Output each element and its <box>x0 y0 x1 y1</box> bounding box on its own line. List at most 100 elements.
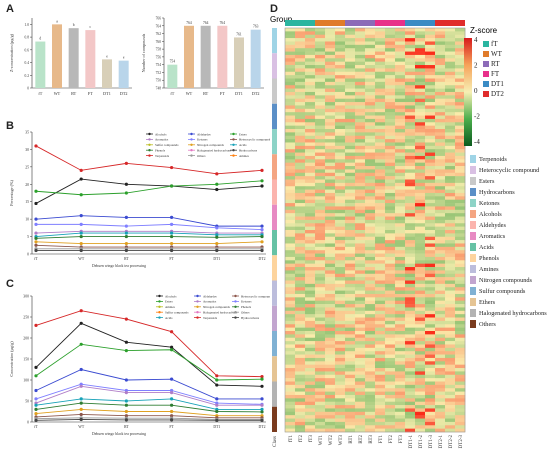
heatmap-cell <box>305 213 316 217</box>
heatmap-cell <box>455 388 466 392</box>
class-legend-swatch <box>470 265 476 273</box>
data-point <box>124 215 128 219</box>
class-legend-swatch <box>470 254 476 262</box>
heatmap-cell <box>295 88 306 93</box>
heatmap-cell <box>385 182 396 187</box>
heatmap-cell <box>295 38 306 42</box>
heatmap-cell <box>325 105 336 110</box>
heatmap-cell <box>345 256 356 261</box>
heatmap-cell <box>425 253 436 258</box>
heatmap-cell <box>315 347 326 352</box>
heatmap-cell <box>325 300 336 305</box>
heatmap-cell <box>395 129 406 133</box>
class-legend-item: Heterocyclic compound <box>470 166 539 174</box>
heatmap-cell <box>385 267 396 271</box>
heatmap-cell <box>455 324 466 328</box>
heatmap-cell <box>435 351 446 355</box>
heatmap-cell <box>375 71 386 76</box>
class-legend-swatch <box>470 287 476 295</box>
heatmap-cell <box>305 256 316 261</box>
data-point <box>170 231 174 235</box>
class-bar-cell <box>272 129 277 155</box>
heatmap-cell <box>285 38 296 42</box>
heatmap-cell <box>355 51 366 56</box>
heatmap-cell <box>355 240 366 244</box>
heatmap-cell <box>285 203 296 207</box>
heatmap-cell <box>385 54 396 59</box>
heatmap-cell <box>395 256 406 261</box>
heatmap-cell <box>395 388 406 392</box>
heatmap-cell <box>305 118 316 123</box>
heatmap-cell <box>345 270 356 275</box>
heatmap-cell <box>395 41 406 46</box>
x-tick-label: WT <box>78 425 85 429</box>
heatmap-cell <box>455 58 466 62</box>
heatmap-cell <box>325 159 336 163</box>
heatmap-cell <box>425 209 436 214</box>
heatmap-cell <box>295 290 306 295</box>
heatmap-cell <box>405 280 416 285</box>
heatmap-cell <box>365 324 376 328</box>
heatmap-cell <box>325 361 336 365</box>
heatmap-cell <box>355 344 366 349</box>
heatmap-cell <box>335 145 346 150</box>
heatmap-cell <box>305 41 316 46</box>
x-tick-label: FT <box>220 91 225 96</box>
heatmap-cell <box>435 182 446 187</box>
heatmap-cell <box>355 331 366 335</box>
heatmap-cell <box>405 132 416 137</box>
heatmap-cell <box>345 162 356 167</box>
heatmap-cell <box>315 179 326 184</box>
heatmap-cell <box>365 381 376 386</box>
group-legend-label: WT <box>491 50 502 58</box>
heatmap-cell <box>375 203 386 207</box>
heatmap-cell <box>295 310 306 315</box>
heatmap-cell <box>295 132 306 137</box>
heatmap-cell <box>435 196 446 200</box>
heatmap-cell <box>325 28 336 32</box>
heatmap-cell <box>415 122 426 126</box>
y-tick-label: 0 <box>27 421 29 425</box>
y-tick-label: 50 <box>25 400 29 404</box>
heatmap-cell <box>435 236 446 241</box>
heatmap-cell <box>375 149 386 153</box>
heatmap-cell <box>385 418 396 423</box>
heatmap-cell <box>335 115 346 120</box>
heatmap-cell <box>395 374 406 379</box>
group-legend-label: fT <box>491 40 498 48</box>
heatmap-cell <box>385 246 396 251</box>
heatmap-cell <box>385 283 396 288</box>
heatmap-cell <box>325 371 336 376</box>
heatmap-cell <box>395 253 406 258</box>
heatmap-cell <box>285 186 296 190</box>
heatmap-cell <box>435 357 446 362</box>
legend-label: Others <box>197 154 206 158</box>
heatmap-cell <box>455 28 466 32</box>
class-bar-cell <box>272 28 277 54</box>
heatmap-cell <box>315 162 326 167</box>
heatmap-cell <box>375 213 386 217</box>
heatmap-cell <box>435 98 446 103</box>
heatmap-cell <box>405 95 416 99</box>
heatmap-cell <box>455 384 466 389</box>
heatmap-cell <box>335 317 346 322</box>
heatmap-cell <box>425 206 436 211</box>
class-legend-label: Acids <box>479 243 494 251</box>
bar <box>35 41 46 88</box>
heatmap-cell <box>325 267 336 271</box>
y-axis-title: Number of compounds <box>141 33 146 72</box>
heatmap-cell <box>375 293 386 298</box>
heatmap-cell <box>455 44 466 49</box>
heatmap-cell <box>285 263 296 268</box>
heatmap-cell <box>435 425 446 429</box>
heatmap-cell <box>375 192 386 197</box>
y-tick-label: 754 <box>156 63 162 67</box>
heatmap-cell <box>445 219 456 224</box>
legend-label: Nitrogen compounds <box>197 143 225 147</box>
heatmap-cell <box>425 105 436 110</box>
data-point <box>260 407 264 411</box>
heatmap-cell <box>455 179 466 184</box>
heatmap-cell <box>435 118 446 123</box>
heatmap-cell <box>365 351 376 355</box>
heatmap-cell <box>305 112 316 116</box>
